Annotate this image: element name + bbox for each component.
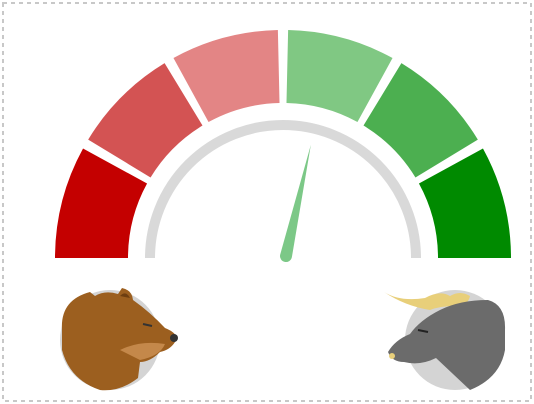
page: (() => { const data = JSON.parse(documen… — [0, 0, 534, 404]
gauge-widget — [0, 0, 534, 404]
